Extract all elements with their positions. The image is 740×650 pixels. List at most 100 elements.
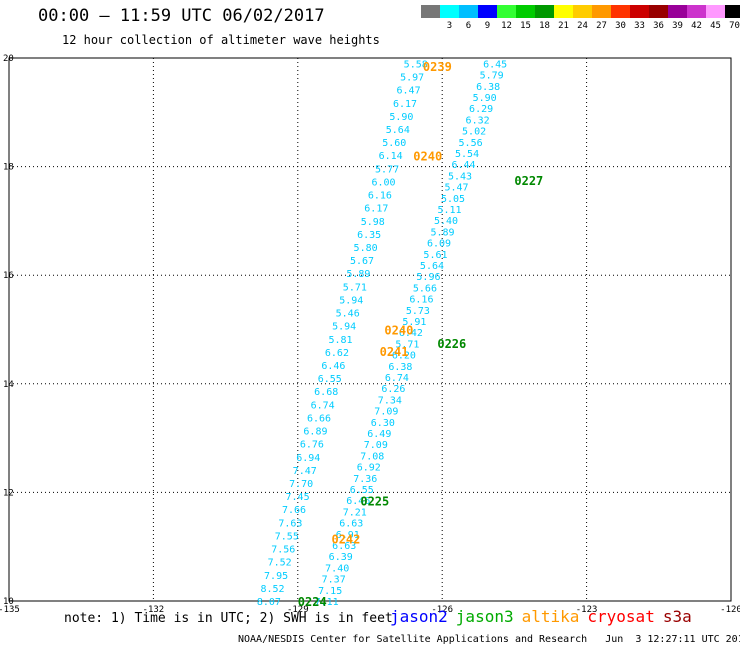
wave-height-label: 5.40 [434,216,458,227]
wave-height-label: 5.11 [437,205,461,216]
wave-height-label: 6.16 [409,295,433,306]
wave-height-label: 7.37 [322,575,346,586]
wave-height-label: 5.90 [473,93,497,104]
satellite-legend-item: jason2 [390,607,448,626]
scale-label: 42 [691,21,702,31]
wave-height-label: 7.21 [343,507,367,518]
wave-height-label: 7.15 [318,586,342,597]
pass-number-label: 0227 [514,174,543,188]
scale-label: 45 [710,21,721,31]
wave-height-label: 5.64 [386,125,410,136]
wave-height-label: 7.09 [364,440,388,451]
wave-height-label: 6.26 [381,384,405,395]
scale-label: 15 [520,21,531,31]
footer-credit: NOAA/NESDIS Center for Satellite Applica… [238,634,740,645]
scale-cell: 21 [554,5,573,31]
scale-swatch [573,5,592,18]
wave-height-label: 6.63 [339,519,363,530]
scale-label: 12 [501,21,512,31]
wave-height-label: 6.30 [371,418,395,429]
pass-number-label: 0241 [380,345,409,359]
scale-cell: 12 [497,5,516,31]
wave-height-label: 6.38 [476,82,500,93]
scale-swatch [535,5,554,18]
wave-height-label: 7.55 [275,531,299,542]
scale-cell: 27 [592,5,611,31]
scale-swatch [725,5,740,18]
wave-height-label: 7.63 [278,518,302,529]
x-tick-label: -129 [287,605,309,615]
wave-height-label: 6.74 [311,400,335,411]
scale-swatch [497,5,516,18]
wave-height-label: 5.73 [406,306,430,317]
chart-subtitle: 12 hour collection of altimeter wave hei… [62,33,380,47]
wave-height-label: 7.08 [360,451,384,462]
wave-height-label: 6.29 [469,104,493,115]
wave-height-label: 6.14 [379,151,403,162]
scale-cell: 24 [573,5,592,31]
satellite-legend-item: cryosat [587,607,655,626]
scale-label: 6 [465,21,472,31]
pass-number-label: 0242 [331,533,360,547]
wave-height-label: 5.91 [402,317,426,328]
wave-height-label: 7.36 [353,474,377,485]
scale-cell: 30 [611,5,630,31]
scale-label: 30 [615,21,626,31]
wave-height-label: 8.52 [260,584,284,595]
scale-label: 21 [558,21,569,31]
scale-swatch [630,5,649,18]
plot-frame [8,57,732,602]
wave-height-label: 6.47 [397,86,421,97]
wave-height-label: 5.94 [339,295,363,306]
scale-cell: 6 [459,5,478,31]
y-tick-label: 14 [3,380,14,390]
y-tick-label: 18 [3,163,14,173]
pass-number-label: 0240 [413,150,442,164]
wave-height-label: 5.46 [336,309,360,320]
wave-height-label: 6.39 [329,552,353,563]
wave-height-label: 7.47 [293,466,317,477]
wave-height-label: 5.90 [389,112,413,123]
units-note: note: 1) Time is in UTC; 2) SWH is in fe… [64,611,393,626]
scale-swatch [440,5,459,18]
scale-cell: 33 [630,5,649,31]
scale-cell: 9 [478,5,497,31]
scale-label: 70 [729,21,740,31]
scale-cell: 42 [687,5,706,31]
y-tick-label: 16 [3,271,14,281]
scale-label: 24 [577,21,588,31]
scale-swatch [592,5,611,18]
wave-height-label: 5.64 [420,261,444,272]
wave-height-label: 6.44 [452,160,476,171]
wave-height-label: 7.40 [325,563,349,574]
pass-number-label: 0226 [437,337,466,351]
scale-swatch [649,5,668,18]
wave-height-label: 6.17 [364,204,388,215]
scale-cell [421,5,440,31]
wave-height-label: 5.71 [395,339,419,350]
wave-height-label: 5.60 [382,138,406,149]
wave-height-label: 5.02 [462,127,486,138]
wave-height-label: 5.67 [350,256,374,267]
scale-cell: 39 [668,5,687,31]
scale-swatch [687,5,706,18]
pass-number-label: 0224 [298,595,327,609]
wave-height-label: 6.55 [318,374,342,385]
wave-height-label: 6.63 [332,541,356,552]
wave-height-label: 6.38 [388,362,412,373]
scale-label: 9 [484,21,491,31]
satellite-legend: jason2 jason3 altika cryosat s3a [390,607,700,626]
wave-height-label: 5.89 [430,227,454,238]
wave-height-label: 6.49 [367,429,391,440]
wave-height-label: 6.91 [336,530,360,541]
wave-height-label: 7.95 [264,571,288,582]
scale-swatch [478,5,497,18]
wave-height-label: 6.00 [371,177,395,188]
wave-height-label: 6.46 [321,361,345,372]
wave-height-label: 5.54 [455,149,479,160]
wave-height-label: 6.46 [346,496,370,507]
wave-height-label: 5.98 [361,217,385,228]
scale-swatch [554,5,573,18]
satellite-legend-item: altika [521,607,580,626]
scale-label: 36 [653,21,664,31]
